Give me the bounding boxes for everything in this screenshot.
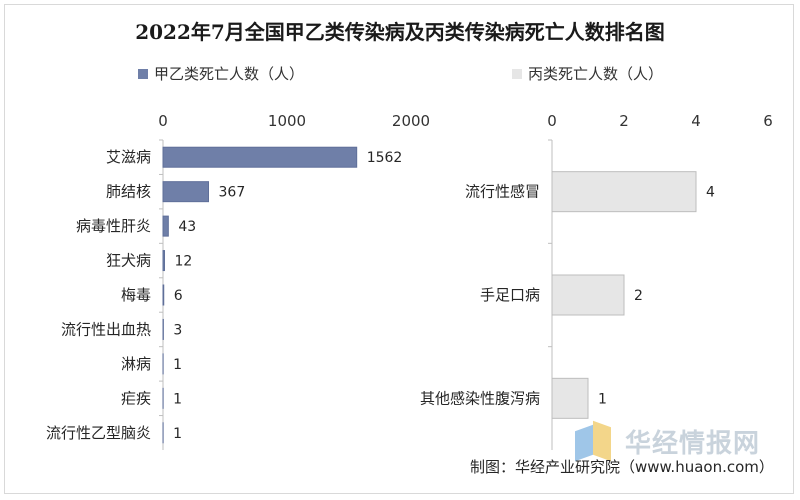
chart-title: 2022年7月全国甲乙类传染病及丙类传染病死亡人数排名图 <box>135 20 665 44</box>
tick-label-ab-2: 2000 <box>392 112 430 130</box>
data-label-ab-4: 6 <box>174 288 183 304</box>
category-label-ab-4: 梅毒 <box>121 286 151 304</box>
source-credit: 制图：华经产业研究院（www.huaon.com） <box>470 458 774 476</box>
category-label-c-2: 其他感染性腹泻病 <box>420 389 540 407</box>
data-label-c-2: 1 <box>598 391 607 407</box>
data-label-c-1: 2 <box>634 288 643 304</box>
tick-label-ab-1: 1000 <box>268 112 306 130</box>
legend-label-class-ab: 甲乙类死亡人数（人） <box>154 65 305 83</box>
data-label-ab-0: 1562 <box>367 150 403 166</box>
huajing-logo-icon <box>575 420 619 462</box>
data-label-ab-3: 12 <box>174 254 192 270</box>
watermark: 华经情报网 <box>575 420 761 462</box>
bar-ab-4 <box>162 284 165 306</box>
category-label-ab-1: 肺结核 <box>106 183 151 201</box>
bar-ab-1 <box>162 181 210 203</box>
data-label-ab-6: 1 <box>173 357 182 373</box>
tick-label-c-2: 4 <box>691 112 701 130</box>
data-label-ab-5: 3 <box>173 322 182 338</box>
bar-c-1 <box>551 274 625 316</box>
legend-label-class-c: 丙类死亡人数（人） <box>528 65 664 83</box>
legend-swatch-class-ab <box>138 68 148 79</box>
tick-label-c-3: 6 <box>763 112 773 130</box>
category-label-ab-8: 流行性乙型脑炎 <box>46 424 151 442</box>
category-label-ab-0: 艾滋病 <box>106 148 151 166</box>
tick-label-c-1: 2 <box>619 112 629 130</box>
bar-c-2 <box>551 377 589 419</box>
data-label-c-0: 4 <box>706 185 715 201</box>
bar-c-0 <box>551 171 697 213</box>
category-label-ab-2: 病毒性肝炎 <box>76 217 151 235</box>
data-label-ab-7: 1 <box>173 391 182 407</box>
bar-ab-0 <box>162 146 358 168</box>
data-label-ab-8: 1 <box>173 426 182 442</box>
category-label-c-0: 流行性感冒 <box>465 183 540 201</box>
bar-ab-2 <box>162 215 169 237</box>
bar-ab-3 <box>162 250 165 272</box>
legend-class-ab: 甲乙类死亡人数（人） <box>138 63 304 84</box>
legend-class-c: 丙类死亡人数（人） <box>512 63 663 84</box>
category-label-c-1: 手足口病 <box>480 286 540 304</box>
legend-swatch-class-c <box>512 68 522 79</box>
category-label-ab-5: 流行性出血热 <box>61 320 151 338</box>
chart-frame <box>4 4 794 494</box>
tick-label-ab-0: 0 <box>158 112 168 130</box>
tick-label-c-0: 0 <box>547 112 557 130</box>
category-label-ab-6: 淋病 <box>121 355 151 373</box>
data-label-ab-1: 367 <box>219 185 246 201</box>
category-label-ab-3: 狂犬病 <box>106 252 151 270</box>
watermark-text: 华经情报网 <box>625 428 761 459</box>
category-label-ab-7: 疟疾 <box>121 389 151 407</box>
data-label-ab-2: 43 <box>178 219 196 235</box>
